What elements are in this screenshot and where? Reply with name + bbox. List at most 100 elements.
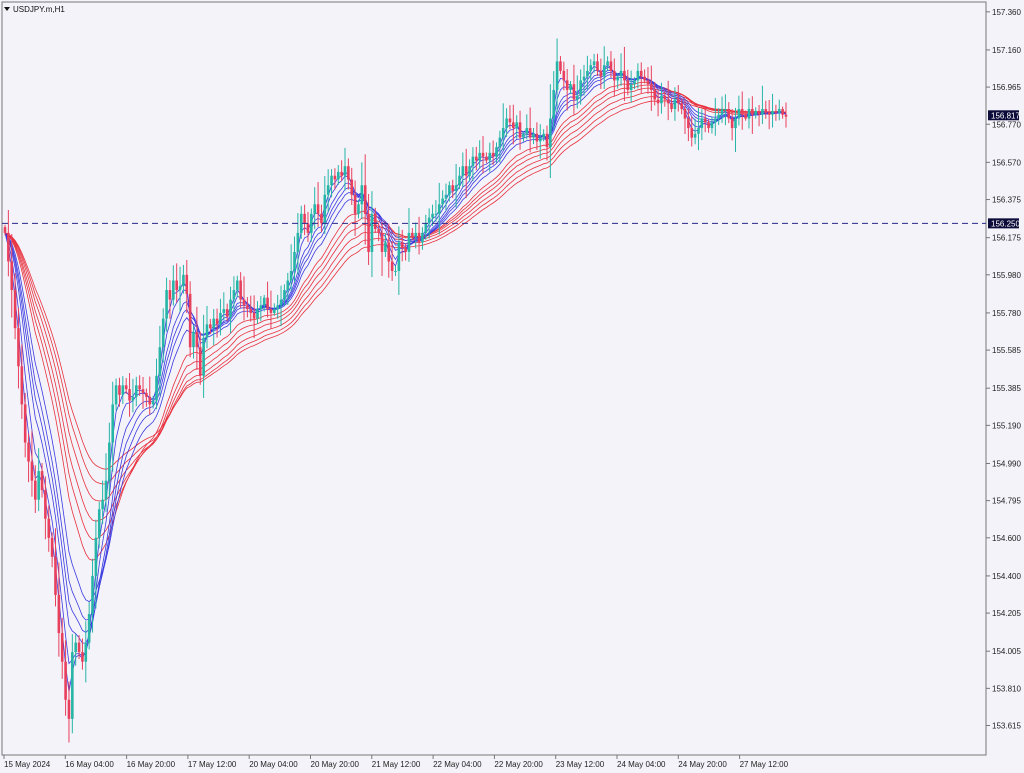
bear-candle bbox=[491, 152, 495, 157]
bull-candle bbox=[714, 118, 717, 123]
bull-candle bbox=[532, 133, 535, 138]
bull-candle bbox=[747, 109, 751, 119]
bear-candle bbox=[613, 70, 616, 81]
bear-candle bbox=[40, 471, 44, 491]
bull-candle bbox=[501, 128, 505, 138]
bull-candle bbox=[37, 471, 40, 500]
bull-candle bbox=[192, 331, 195, 348]
bear-candle bbox=[195, 331, 199, 348]
bull-candle bbox=[515, 122, 518, 129]
bull-candle bbox=[178, 286, 182, 291]
bear-candle bbox=[10, 261, 14, 291]
bear-candle bbox=[118, 385, 121, 395]
bear-candle bbox=[303, 213, 306, 224]
bull-candle bbox=[232, 290, 236, 300]
fast-ma-line bbox=[4, 74, 787, 621]
bear-candle bbox=[387, 242, 391, 262]
bear-candle bbox=[670, 103, 673, 110]
bear-candle bbox=[333, 175, 337, 180]
bear-candle bbox=[663, 95, 667, 100]
triangle-down-icon[interactable] bbox=[4, 7, 10, 11]
bear-candle bbox=[643, 76, 646, 81]
bear-candle bbox=[198, 347, 202, 376]
bear-candle bbox=[404, 248, 407, 252]
bear-candle bbox=[757, 110, 761, 115]
bear-candle bbox=[188, 293, 192, 348]
bear-candle bbox=[559, 61, 562, 71]
bear-candle bbox=[50, 537, 54, 557]
bull-candle bbox=[734, 118, 737, 129]
bull-candle bbox=[131, 396, 135, 401]
bear-candle bbox=[347, 166, 350, 180]
bear-candle bbox=[639, 70, 643, 77]
x-tick-label: 20 May 04:00 bbox=[249, 760, 298, 769]
bull-candle bbox=[205, 324, 209, 338]
x-tick-label: 22 May 20:00 bbox=[494, 760, 543, 769]
bull-candle bbox=[343, 166, 347, 176]
bull-candle bbox=[111, 404, 115, 443]
bull-candle bbox=[424, 223, 428, 233]
bear-candle bbox=[703, 118, 707, 123]
bull-candle bbox=[94, 537, 98, 576]
bear-candle bbox=[680, 103, 683, 110]
bear-candle bbox=[650, 84, 653, 90]
bull-candle bbox=[606, 61, 609, 66]
bear-candle bbox=[215, 318, 219, 325]
bull-candle bbox=[161, 318, 165, 348]
bull-candle bbox=[370, 213, 374, 252]
bull-candle bbox=[155, 375, 158, 401]
bear-candle bbox=[168, 290, 172, 300]
bull-candle bbox=[202, 337, 205, 376]
bull-candle bbox=[296, 232, 300, 252]
bull-candle bbox=[697, 128, 700, 134]
bear-candle bbox=[33, 480, 37, 500]
bear-candle bbox=[730, 118, 734, 129]
bear-candle bbox=[751, 109, 754, 115]
bear-candle bbox=[225, 309, 229, 317]
bull-candle bbox=[710, 122, 714, 129]
bull-candle bbox=[552, 89, 556, 119]
bull-candle bbox=[222, 309, 226, 313]
bull-candle bbox=[172, 280, 175, 300]
bear-candle bbox=[246, 305, 249, 310]
bull-candle bbox=[522, 133, 525, 138]
bull-candle bbox=[454, 185, 458, 191]
bear-candle bbox=[400, 242, 404, 249]
bull-candle bbox=[158, 347, 162, 376]
bear-candle bbox=[390, 261, 394, 271]
bear-candle bbox=[306, 223, 310, 233]
bear-candle bbox=[512, 122, 515, 129]
fast-ma-line bbox=[4, 69, 787, 644]
y-tick-label: 155.780 bbox=[992, 309, 1021, 318]
bull-candle bbox=[636, 70, 640, 81]
y-tick-label: 155.385 bbox=[992, 384, 1021, 393]
bear-candle bbox=[175, 280, 178, 291]
y-tick-label: 157.160 bbox=[992, 46, 1021, 55]
y-tick-label: 156.175 bbox=[992, 234, 1021, 243]
bear-candle bbox=[27, 442, 30, 462]
bull-candle bbox=[592, 61, 596, 66]
bull-candle bbox=[448, 185, 451, 195]
bull-candle bbox=[256, 309, 259, 319]
bull-candle bbox=[108, 442, 111, 481]
bull-candle bbox=[538, 137, 542, 142]
bear-candle bbox=[47, 518, 51, 538]
bull-candle bbox=[310, 213, 313, 233]
bull-candle bbox=[97, 509, 101, 538]
fast-ma-line bbox=[4, 76, 787, 603]
bear-candle bbox=[67, 699, 71, 719]
x-tick-label: 23 May 12:00 bbox=[556, 760, 605, 769]
bull-candle bbox=[549, 118, 552, 148]
x-tick-label: 27 May 12:00 bbox=[740, 760, 789, 769]
y-tick-label: 154.990 bbox=[992, 459, 1021, 468]
y-tick-label: 154.600 bbox=[992, 534, 1021, 543]
bull-candle bbox=[720, 109, 724, 115]
bear-candle bbox=[185, 274, 189, 294]
bear-candle bbox=[740, 109, 744, 115]
bear-candle bbox=[666, 99, 670, 104]
bull-candle bbox=[582, 76, 586, 81]
y-tick-label: 156.570 bbox=[992, 158, 1021, 167]
bear-candle bbox=[209, 324, 212, 329]
